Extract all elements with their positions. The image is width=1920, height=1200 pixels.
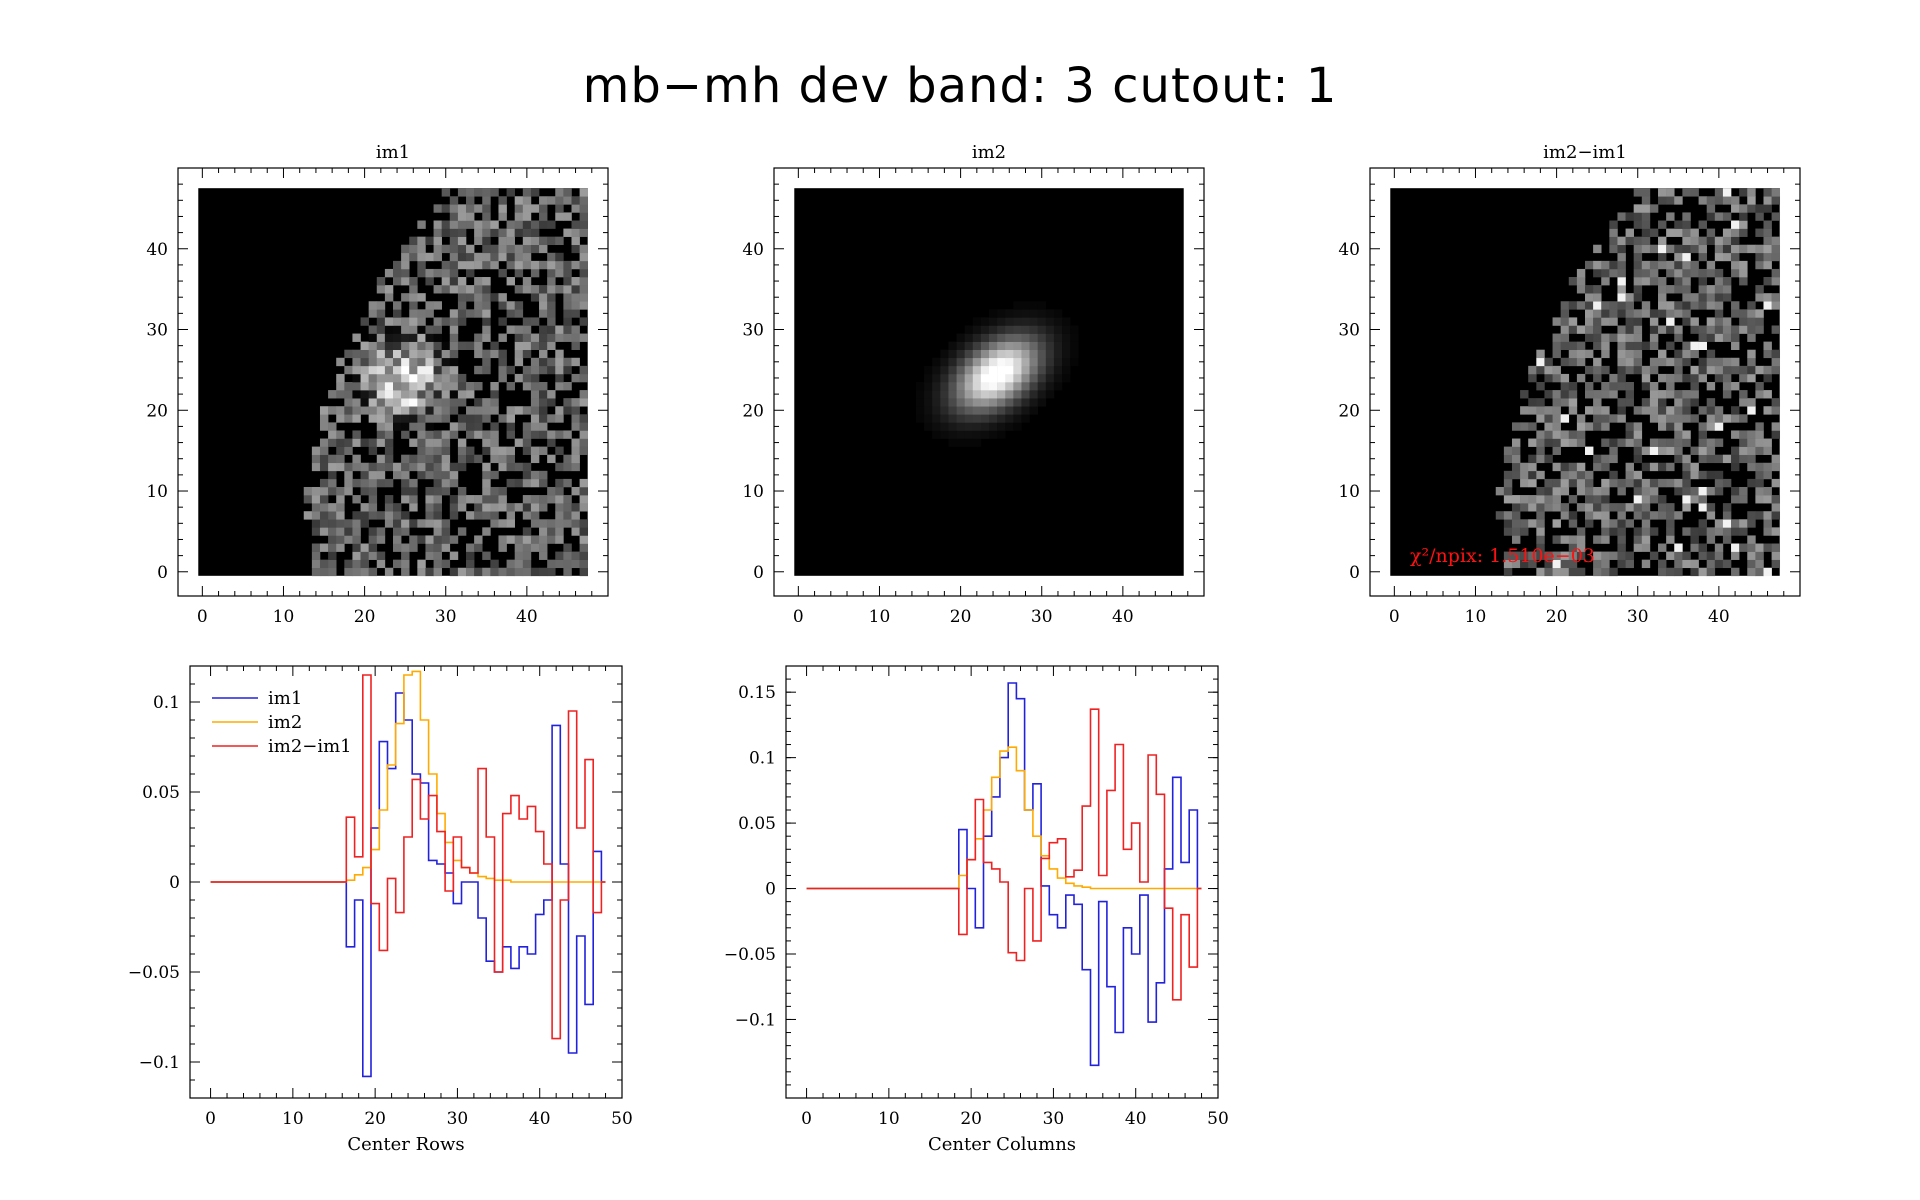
y-tick-label: 0.05 [738, 814, 776, 834]
y-tick-label: 10 [146, 482, 168, 502]
y-tick-label: 0 [765, 880, 776, 900]
x-tick-label: 20 [364, 1109, 386, 1129]
x-tick-label: 0 [793, 607, 804, 627]
image-title: im2−im1 [1543, 142, 1627, 163]
image-title: im2 [972, 142, 1006, 163]
y-tick-label: 30 [146, 321, 168, 341]
x-tick-label: 10 [869, 607, 891, 627]
x-tick-label: 20 [950, 607, 972, 627]
image-pixels [303, 188, 589, 577]
y-tick-label: 10 [742, 482, 764, 502]
x-tick-label: 20 [354, 607, 376, 627]
y-tick-label: 20 [146, 401, 168, 421]
x-tick-label: 40 [529, 1109, 551, 1129]
plot-frame [785, 665, 1219, 1099]
x-tick-label: 50 [1207, 1109, 1229, 1129]
profile-plot-rows: 0 10 20 30 40 50 −0.1 −0.05 0 0.05 0.1 Center Rows i… [128, 665, 633, 1155]
x-tick-label: 0 [205, 1109, 216, 1129]
legend: im1 im2 im2−im1 [212, 688, 352, 757]
series-line-im2 [806, 746, 1202, 890]
image-panel-im2: 0 10 20 30 40 0 10 20 30 40 im2 [742, 142, 1205, 627]
legend-label: im1 [268, 688, 302, 709]
x-tick-label: 30 [447, 1109, 469, 1129]
x-tick-label: 50 [611, 1109, 633, 1129]
y-tick-label: 0 [1349, 563, 1360, 583]
x-tick-label: 40 [1125, 1109, 1147, 1129]
x-tick-label: 40 [1112, 607, 1134, 627]
y-tick-label: 0.1 [749, 749, 776, 769]
y-tick-label: 40 [1338, 240, 1360, 260]
x-tick-label: 30 [435, 607, 457, 627]
x-axis-label: Center Rows [347, 1134, 464, 1155]
x-tick-label: 0 [1389, 607, 1400, 627]
x-tick-label: 30 [1043, 1109, 1065, 1129]
y-tick-label: 0.1 [153, 693, 180, 713]
y-tick-label: 0 [753, 563, 764, 583]
x-tick-label: 10 [1465, 607, 1487, 627]
x-tick-label: 20 [1546, 607, 1568, 627]
y-tick-label: −0.05 [724, 945, 776, 965]
y-tick-label: 10 [1338, 482, 1360, 502]
y-tick-label: 40 [146, 240, 168, 260]
x-tick-label: 0 [801, 1109, 812, 1129]
main-title: mb−mh dev band: 3 cutout: 1 [582, 58, 1338, 114]
y-tick-label: −0.1 [139, 1053, 180, 1073]
image-pixels [1495, 188, 1781, 577]
x-tick-label: 10 [282, 1109, 304, 1129]
y-tick-label: 40 [742, 240, 764, 260]
image-panel-residual: 0 10 20 30 40 0 10 20 30 40 im2−im1 χ²/npix: 1.510e… [1338, 142, 1801, 627]
y-tick-label: 0.15 [738, 683, 776, 703]
x-tick-label: 30 [1031, 607, 1053, 627]
x-tick-label: 10 [273, 607, 295, 627]
chi2-annotation: χ²/npix: 1.510e−03 [1410, 545, 1595, 567]
x-tick-label: 10 [878, 1109, 900, 1129]
y-tick-label: 20 [742, 401, 764, 421]
x-tick-label: 20 [960, 1109, 982, 1129]
y-tick-label: −0.05 [128, 963, 180, 983]
series-line-diff [210, 674, 606, 1040]
legend-label: im2−im1 [268, 736, 352, 757]
y-tick-label: 0 [157, 563, 168, 583]
series-line-diff [806, 708, 1202, 1001]
x-tick-label: 40 [1708, 607, 1730, 627]
image-panel-im1: 0 10 20 30 40 0 10 20 30 40 im1 [146, 142, 609, 627]
legend-label: im2 [268, 712, 302, 733]
series-line-im1 [806, 682, 1202, 1067]
y-tick-label: 30 [742, 321, 764, 341]
y-tick-label: 20 [1338, 401, 1360, 421]
x-tick-label: 40 [516, 607, 538, 627]
y-tick-label: 0.05 [142, 783, 180, 803]
y-tick-label: −0.1 [735, 1010, 776, 1030]
x-tick-label: 0 [197, 607, 208, 627]
image-title: im1 [376, 142, 410, 163]
profile-plot-columns: 0 10 20 30 40 50 −0.1 −0.05 0 0.05 0.1 0.15 Center C… [724, 665, 1229, 1155]
y-tick-label: 0 [169, 873, 180, 893]
x-tick-label: 30 [1627, 607, 1649, 627]
y-tick-label: 30 [1338, 321, 1360, 341]
image-pixels [915, 301, 1079, 447]
x-axis-label: Center Columns [928, 1134, 1076, 1155]
